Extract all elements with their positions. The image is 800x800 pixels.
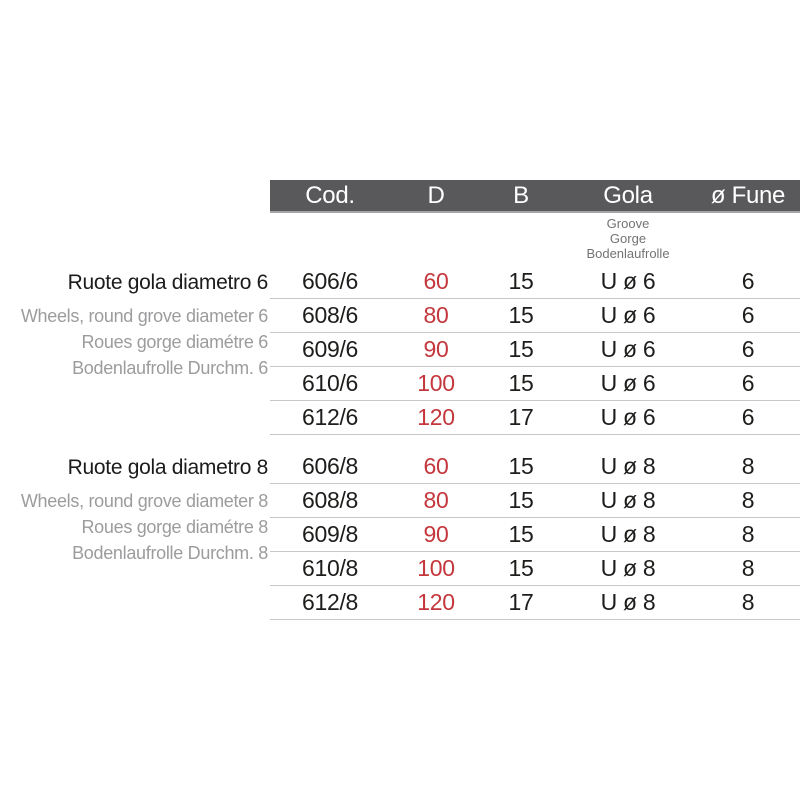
group-subtitle: Roues gorge diamétre 6 [81,332,268,352]
cell-cod: 606/6 [301,268,359,294]
cell-fune: 8 [741,555,755,581]
table-row: 610/8 100 15 U ø 8 8 [270,552,800,586]
cell-gola: U ø 6 [600,302,656,328]
table-row: 612/8 120 17 U ø 8 8 [270,586,800,620]
cell-gola: U ø 6 [600,370,656,396]
cell-cod: 606/8 [301,453,359,479]
cell-b: 15 [508,370,534,396]
cell-fune: 6 [741,370,755,396]
header-col-fune: ø Fune [710,181,786,209]
gola-subtitle-line: Gorge [609,231,647,246]
cell-cod: 612/6 [301,404,359,430]
table-row: 606/6 60 15 U ø 6 6 [270,265,800,299]
group-8-labels: Ruote gola diametro 8 Wheels, round grov… [0,456,268,566]
group-6-rows: 606/6 60 15 U ø 6 6 608/6 80 15 U ø 6 6 … [270,265,800,435]
spec-table: Cod. D B Gola ø Fune Groove Gorge Bodenl… [270,180,800,620]
cell-gola: U ø 8 [600,521,656,547]
cell-b: 15 [508,268,534,294]
table-row: 608/8 80 15 U ø 8 8 [270,484,800,518]
header-col-cod: Cod. [305,181,355,209]
cell-d: 60 [423,453,449,479]
cell-fune: 8 [741,589,755,615]
cell-d: 90 [423,336,449,362]
gola-subtitle-line: Groove [606,216,650,231]
cell-fune: 6 [741,302,755,328]
group-subtitle: Bodenlaufrolle Durchm. 8 [72,543,268,563]
cell-d: 100 [417,370,455,396]
cell-b: 17 [508,404,534,430]
table-header-row: Cod. D B Gola ø Fune [270,180,800,213]
table-row: 609/6 90 15 U ø 6 6 [270,333,800,367]
group-subtitle: Wheels, round grove diameter 8 [20,491,268,511]
cell-gola: U ø 6 [600,336,656,362]
cell-cod: 608/8 [301,487,359,513]
cell-cod: 612/8 [301,589,359,615]
group-6-labels: Ruote gola diametro 6 Wheels, round grov… [0,271,268,381]
header-col-d: D [427,181,445,209]
gola-subtitle-line: Bodenlaufrolle [586,246,670,261]
cell-gola: U ø 8 [600,555,656,581]
cell-cod: 609/8 [301,521,359,547]
cell-fune: 6 [741,404,755,430]
header-col-b: B [513,181,529,209]
group-subtitle: Roues gorge diamétre 8 [81,517,268,537]
cell-gola: U ø 6 [600,404,656,430]
table-row: 606/8 60 15 U ø 8 8 [270,450,800,484]
cell-d: 120 [417,589,455,615]
cell-b: 15 [508,555,534,581]
group-subtitle: Bodenlaufrolle Durchm. 6 [72,358,268,378]
gola-subheader: Groove Gorge Bodenlaufrolle [560,213,696,265]
cell-d: 120 [417,404,455,430]
cell-d: 60 [423,268,449,294]
table-row: 612/6 120 17 U ø 6 6 [270,401,800,435]
cell-d: 80 [423,302,449,328]
cell-b: 15 [508,302,534,328]
cell-b: 15 [508,453,534,479]
table-row: 609/8 90 15 U ø 8 8 [270,518,800,552]
cell-cod: 610/8 [301,555,359,581]
group-title: Ruote gola diametro 6 [67,271,269,294]
cell-cod: 608/6 [301,302,359,328]
group-subtitle: Wheels, round grove diameter 6 [20,306,268,326]
cell-cod: 609/6 [301,336,359,362]
cell-fune: 8 [741,521,755,547]
cell-fune: 8 [741,453,755,479]
cell-b: 15 [508,521,534,547]
table-subheader-row: Groove Gorge Bodenlaufrolle [270,213,800,265]
cell-d: 80 [423,487,449,513]
header-col-gola: Gola [603,181,653,209]
group-title: Ruote gola diametro 8 [67,456,269,479]
group-8-rows: 606/8 60 15 U ø 8 8 608/8 80 15 U ø 8 8 … [270,450,800,620]
cell-gola: U ø 6 [600,268,656,294]
cell-b: 17 [508,589,534,615]
table-row: 610/6 100 15 U ø 6 6 [270,367,800,401]
table-row: 608/6 80 15 U ø 6 6 [270,299,800,333]
cell-cod: 610/6 [301,370,359,396]
cell-fune: 6 [741,268,755,294]
cell-gola: U ø 8 [600,589,656,615]
cell-d: 90 [423,521,449,547]
cell-d: 100 [417,555,455,581]
cell-b: 15 [508,487,534,513]
cell-b: 15 [508,336,534,362]
cell-gola: U ø 8 [600,453,656,479]
cell-fune: 6 [741,336,755,362]
group-spacer [270,435,800,450]
cell-gola: U ø 8 [600,487,656,513]
cell-fune: 8 [741,487,755,513]
